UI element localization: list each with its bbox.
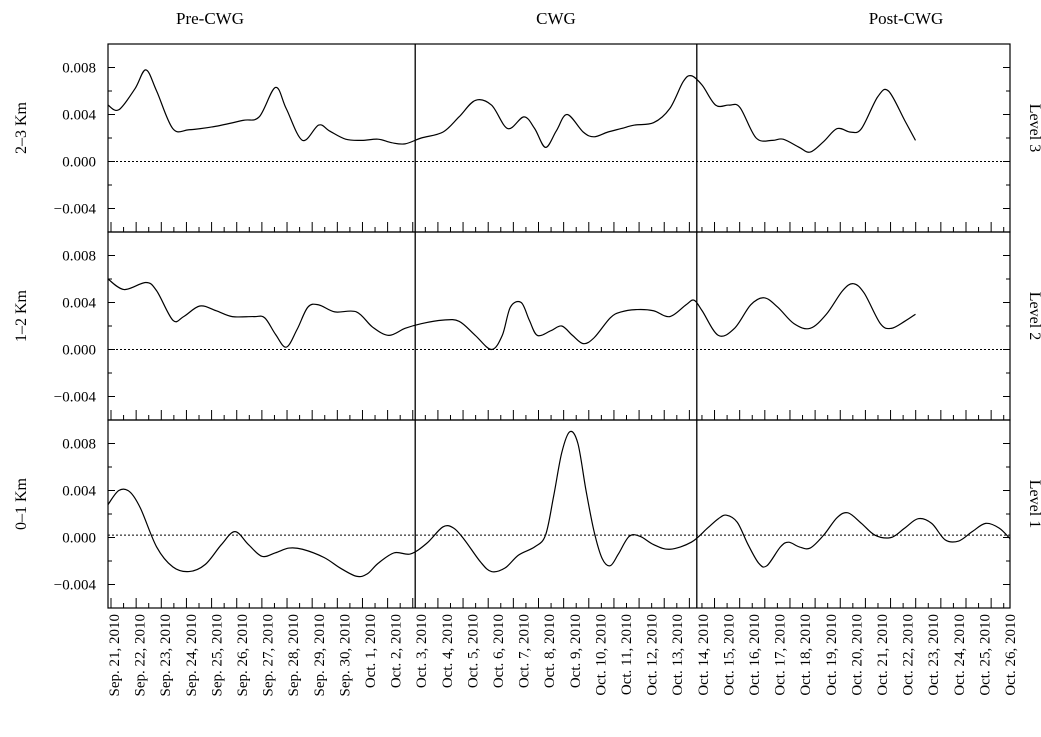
x-tick-label: Oct. 19, 2010 [824, 614, 840, 696]
y-tick-label: 0.004 [62, 108, 96, 124]
x-tick-label: Sep. 29, 2010 [312, 614, 328, 697]
y-tick-label: 0.008 [62, 437, 96, 453]
x-tick-label: Oct. 12, 2010 [645, 614, 661, 696]
x-tick-label: Oct. 14, 2010 [696, 614, 712, 696]
y-tick-label: 0.008 [62, 249, 96, 265]
y-tick-label: 0.004 [62, 484, 96, 500]
panel-level-1: 0.008 0.004 0.000 −0.004 0–1 Km Level 1 [13, 419, 1041, 609]
panel-frame [107, 419, 1011, 609]
y-tick-label: 0.008 [62, 61, 96, 77]
level-label: Level 2 [1026, 292, 1041, 340]
x-tick-label: Oct. 16, 2010 [747, 614, 763, 696]
x-tick-label: Sep. 22, 2010 [133, 614, 149, 697]
y-axis-title: 0–1 Km [13, 477, 30, 530]
x-tick-label: Oct. 17, 2010 [773, 614, 789, 696]
x-tick-label: Oct. 10, 2010 [593, 614, 609, 696]
series-line-level-1 [107, 430, 1011, 578]
x-tick-label: Oct. 1, 2010 [363, 614, 379, 688]
period-labels: Pre-CWG CWG Post-CWG [176, 9, 943, 28]
y-tick-label: 0.000 [62, 155, 96, 171]
x-tick-label: Sep. 25, 2010 [209, 614, 225, 697]
x-tick-label: Oct. 13, 2010 [670, 614, 686, 696]
period-boundaries [414, 44, 698, 608]
y-axis-title: 2–3 Km [13, 101, 30, 154]
series-line-level-2 [107, 278, 916, 351]
x-tick-label: Sep. 27, 2010 [261, 614, 277, 697]
y-axis-title: 1–2 Km [13, 289, 30, 342]
level-label: Level 3 [1026, 104, 1041, 152]
x-tick-label: Sep. 24, 2010 [184, 614, 200, 697]
period-label-cwg: CWG [536, 9, 576, 28]
x-tick-label: Oct. 11, 2010 [619, 614, 635, 695]
x-tick-label: Oct. 4, 2010 [440, 614, 456, 688]
x-tick-label: Oct. 15, 2010 [721, 614, 737, 696]
y-tick-label: −0.004 [54, 390, 97, 406]
panel-level-3: 0.008 0.004 0.000 −0.004 2–3 Km Level 3 [13, 43, 1041, 233]
x-tick-label: Oct. 3, 2010 [414, 614, 430, 688]
y-tick-label: 0.000 [62, 531, 96, 547]
x-tick-label: Oct. 5, 2010 [465, 614, 481, 688]
series-line-level-3 [107, 69, 917, 153]
x-tick-label: Oct. 22, 2010 [901, 614, 917, 696]
x-tick-label: Oct. 8, 2010 [542, 614, 558, 688]
y-tick-label: −0.004 [54, 202, 97, 218]
x-tick-label: Sep. 23, 2010 [158, 614, 174, 697]
x-tick-label: Oct. 6, 2010 [491, 614, 507, 688]
x-tick-labels: Sep. 21, 2010 Sep. 22, 2010 Sep. 23, 2010 S… [107, 614, 1019, 697]
y-tick-label: −0.004 [54, 578, 97, 594]
x-tick-label: Sep. 30, 2010 [337, 614, 353, 697]
x-tick-label: Sep. 26, 2010 [235, 614, 251, 697]
panel-frame [107, 43, 1011, 233]
x-tick-label: Oct. 21, 2010 [875, 614, 891, 696]
x-tick-label: Oct. 26, 2010 [1003, 614, 1019, 696]
x-tick-label: Oct. 25, 2010 [977, 614, 993, 696]
x-tick-label: Oct. 20, 2010 [849, 614, 865, 696]
x-tick-label: Oct. 23, 2010 [926, 614, 942, 696]
x-tick-label: Oct. 9, 2010 [568, 614, 584, 688]
x-tick-label: Oct. 2, 2010 [389, 614, 405, 688]
period-label-pre-cwg: Pre-CWG [176, 9, 244, 28]
x-tick-label: Sep. 21, 2010 [107, 614, 123, 697]
x-tick-label: Oct. 24, 2010 [952, 614, 968, 696]
x-tick-label: Oct. 18, 2010 [798, 614, 814, 696]
level-label: Level 1 [1026, 480, 1041, 528]
y-tick-label: 0.000 [62, 343, 96, 359]
x-tick-label: Sep. 28, 2010 [286, 614, 302, 697]
panel-level-2: 0.008 0.004 0.000 −0.004 1–2 Km Level 2 [13, 231, 1041, 421]
period-label-post-cwg: Post-CWG [869, 9, 944, 28]
x-tick-label: Oct. 7, 2010 [517, 614, 533, 688]
y-tick-label: 0.004 [62, 296, 96, 312]
